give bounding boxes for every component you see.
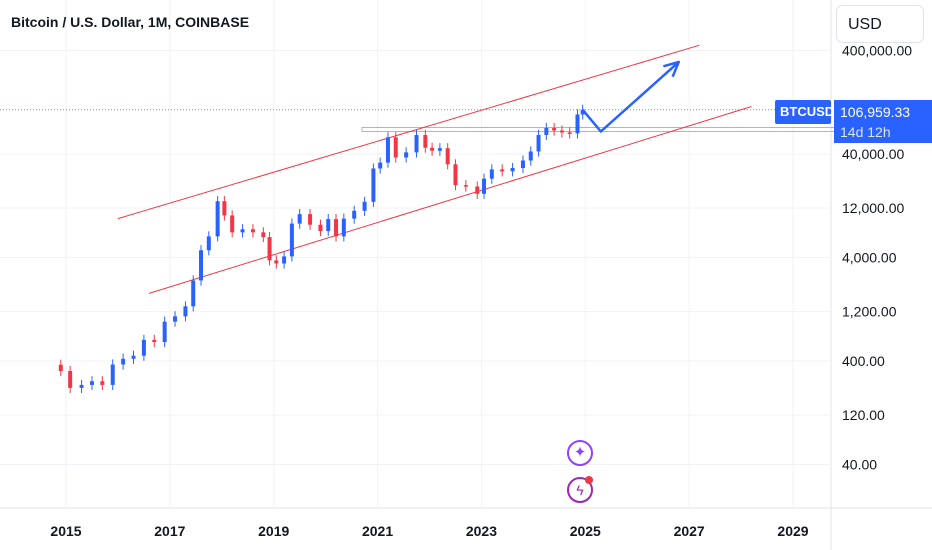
candle-body — [206, 236, 211, 251]
candle-body — [222, 201, 227, 216]
channel-upper-line — [117, 44, 700, 220]
candle-body — [199, 250, 204, 281]
x-tick-label: 2023 — [466, 523, 497, 539]
projection-arrow — [581, 61, 680, 133]
last-price-value: 106,959.33 — [840, 104, 911, 120]
y-tick-label: 1,200.00 — [842, 304, 897, 320]
candle-body — [414, 135, 419, 153]
candle-body — [289, 223, 294, 257]
candle-body — [173, 316, 178, 322]
candle-body — [152, 339, 157, 343]
candle-body — [445, 148, 450, 165]
candle-body — [536, 135, 541, 152]
candle-body — [489, 169, 494, 179]
resistance-band — [361, 126, 862, 132]
last-price-tag: 106,959.33 14d 12h — [834, 100, 932, 143]
candle-body — [334, 219, 339, 237]
candle-body — [559, 130, 564, 133]
candle-body — [580, 109, 585, 115]
candle-body — [552, 128, 557, 131]
candle-body — [544, 128, 549, 136]
candle-body — [453, 164, 458, 186]
candle-body — [528, 151, 533, 161]
candle-body — [308, 214, 313, 225]
candle-body — [230, 215, 235, 233]
projection-arrow-head — [663, 60, 681, 78]
candle-body — [121, 358, 126, 365]
candle-body — [240, 229, 245, 233]
candle-body — [191, 280, 196, 307]
bar-countdown: 14d 12h — [840, 124, 891, 140]
y-tick-label: 40.00 — [842, 457, 877, 473]
candle-body — [110, 364, 115, 385]
chart-title: Bitcoin / U.S. Dollar, 1M, COINBASE — [11, 14, 250, 30]
candle-body — [482, 178, 487, 194]
candle-body — [378, 162, 383, 169]
candle-body — [162, 321, 167, 343]
candle-body — [267, 237, 272, 261]
candle-body — [567, 132, 572, 134]
candle-body — [100, 381, 105, 385]
candle-body — [58, 364, 63, 372]
candle-body — [68, 371, 73, 388]
candle-body — [475, 186, 480, 194]
x-tick-label: 2019 — [258, 523, 289, 539]
candle-body — [318, 224, 323, 232]
candle-body — [341, 218, 346, 237]
candle-body — [393, 137, 398, 158]
y-tick-label: 120.00 — [842, 407, 885, 423]
candle-body — [215, 201, 220, 237]
candle-body — [352, 210, 357, 219]
candle-body — [131, 355, 136, 359]
x-tick-label: 2021 — [362, 523, 393, 539]
y-tick-label: 40,000.00 — [842, 146, 904, 162]
x-tick-label: 2017 — [154, 523, 185, 539]
candle-body — [141, 339, 146, 356]
candle-body — [423, 135, 428, 148]
candle-body — [250, 229, 255, 233]
candle-body — [463, 185, 468, 187]
candle-body — [371, 168, 376, 202]
candle-body — [79, 384, 84, 388]
candle-body — [437, 148, 442, 151]
y-tick-label: 4,000.00 — [842, 250, 897, 266]
candle-body — [520, 160, 525, 168]
candle-body — [326, 219, 331, 232]
candle-body — [510, 167, 515, 172]
candle-body — [500, 169, 505, 172]
symbol-tag: BTCUSD — [775, 100, 834, 124]
lightning-icon[interactable]: ϟ — [567, 476, 593, 503]
x-tick-label: 2027 — [674, 523, 705, 539]
candle-body — [362, 201, 367, 211]
x-tick-label: 2025 — [570, 523, 601, 539]
y-tick-label: 400.00 — [842, 353, 885, 369]
candle-body — [89, 381, 94, 385]
sparkle-icon[interactable]: ✦ — [567, 440, 593, 466]
candle-body — [430, 147, 435, 151]
candle-body — [282, 256, 287, 264]
candle-body — [261, 232, 266, 238]
candle-body — [575, 114, 580, 134]
candle-body — [183, 306, 188, 317]
candle-body — [297, 214, 302, 224]
candle-body — [274, 260, 279, 264]
notification-dot — [585, 476, 593, 484]
channel-lower-line — [148, 106, 752, 294]
currency-button[interactable]: USD — [836, 5, 924, 43]
y-tick-label: 400,000.00 — [842, 43, 912, 59]
candle-body — [385, 137, 390, 163]
x-tick-label: 2015 — [50, 523, 81, 539]
candle-body — [404, 152, 409, 158]
y-tick-label: 12,000.00 — [842, 200, 904, 216]
x-tick-label: 2029 — [777, 523, 808, 539]
